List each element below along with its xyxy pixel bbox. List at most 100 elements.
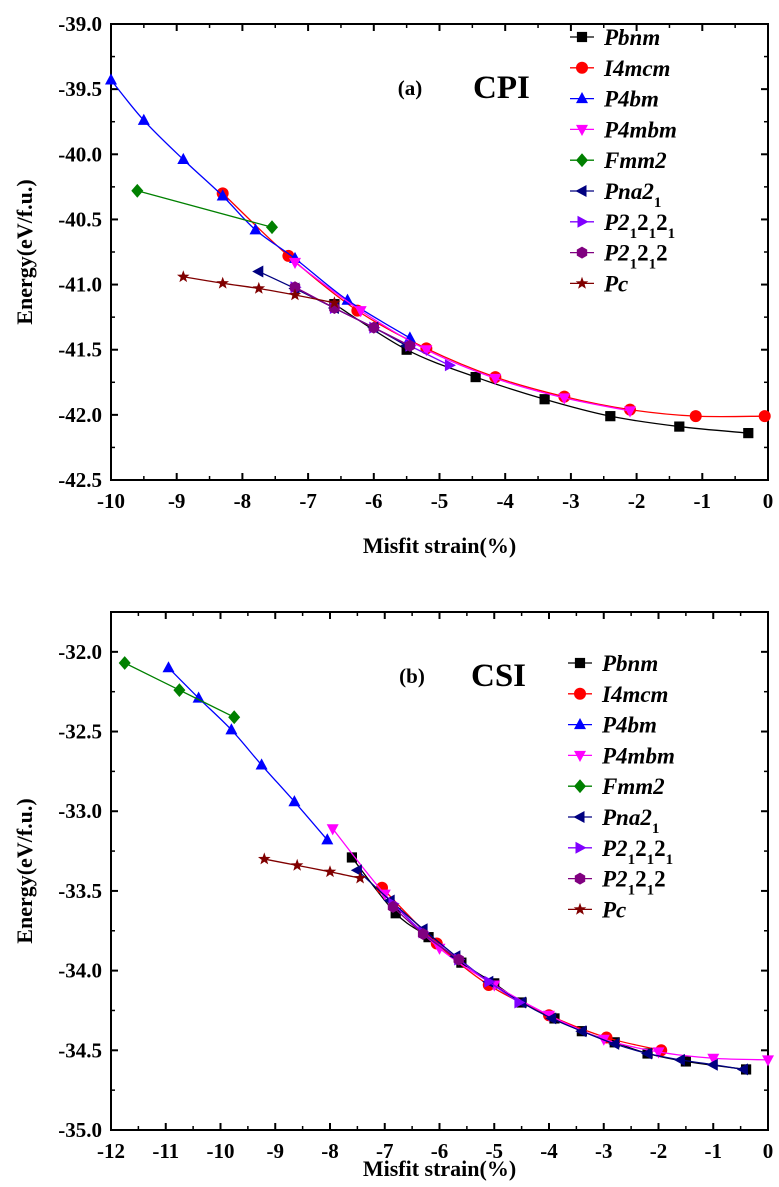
series-p4bm [105,73,416,343]
legend-entry: Pna21 [568,805,659,837]
legend-label: Fmm2 [601,774,665,799]
data-point [489,373,502,385]
data-point [258,852,271,865]
y-tick-label: -34.5 [58,1038,102,1062]
data-point [453,953,464,966]
x-tick-label: -2 [628,489,646,513]
data-point [353,871,367,884]
data-point [252,265,264,278]
legend-label-part: 2 [656,210,668,235]
legend-label-part: I4mcm [601,682,668,707]
legend-label: Pc [601,897,626,922]
legend-label-part: 1 [630,226,638,242]
data-point [605,411,616,422]
data-point [288,288,302,301]
data-point [346,852,357,863]
data-point [558,393,571,405]
legend-label-part: 1 [654,195,662,211]
data-point [543,1010,555,1022]
x-tick-label: -1 [705,1139,723,1163]
legend-label-part: P4bm [603,87,659,112]
x-tick-label: -8 [234,489,252,513]
legend-label-part: Pbnm [603,25,660,50]
data-point [225,723,238,735]
legend-label-part: 1 [649,226,657,242]
legend-label-part: Pc [601,897,626,922]
series-p21212 [289,281,416,352]
x-tick-label: -3 [595,1139,613,1163]
data-point [321,833,334,845]
legend-label-part: 1 [628,883,636,899]
series-line [334,303,749,434]
data-point [323,865,337,878]
legend-label-part: 2 [656,241,668,266]
y-tick-label: -42.5 [58,468,102,492]
series-line [294,286,411,347]
legend-entry: Pbnm [568,651,658,676]
data-point [390,908,401,919]
series-line [294,261,631,412]
data-point [470,371,481,383]
data-point [341,293,354,305]
y-tick-label: -35.0 [58,1118,102,1142]
series-pna21 [350,864,748,1076]
legend-label-part: 2 [637,241,649,266]
x-tick-label: -1 [694,489,712,513]
series-p4mbm [326,824,774,1067]
y-tick-label: -39.0 [58,12,102,36]
x-tick-label: -7 [299,489,317,513]
data-point [162,661,175,673]
data-point [289,281,301,294]
data-point [255,758,268,770]
legend-label: Fmm2 [603,148,667,173]
y-tick-label: -40.0 [58,142,102,166]
series-pc [177,270,341,309]
x-tick-label: -9 [168,489,186,513]
legend-marker [574,718,586,730]
legend-label-part: P4mbm [601,743,675,768]
data-point [404,339,416,352]
legend-entry: P212121 [568,836,673,868]
data-point [736,1063,748,1076]
legend-label-part: Fmm2 [603,148,667,173]
x-axis-title: Misfit strain(%) [363,1156,516,1181]
legend-label: P4bm [603,87,659,112]
data-point [131,183,144,198]
legend-label: Pc [603,271,628,296]
legend-entry: Pc [568,897,626,922]
legend-label: P21212 [601,867,666,899]
legend-label-part: 1 [652,821,660,837]
legend-label: Pbnm [601,651,658,676]
legend-label-part: Fmm2 [601,774,665,799]
data-point [539,394,550,405]
data-point [249,223,262,235]
data-point [484,975,496,988]
legend-label-part: P2 [601,867,628,892]
data-point [433,943,446,955]
legend-label-part: 1 [647,883,655,899]
legend-label: I4mcm [601,682,668,707]
chart-panel-a: -10 -9 -8 -7 -6 -5 -4 -3 -2 -1 0-39.0-39.5-40.0-40… [12,12,773,558]
legend-entry: P4mbm [568,743,675,768]
y-tick-label: -39.5 [58,77,102,101]
panel-label: (b) [399,664,425,688]
legend-label-part: 2 [637,210,649,235]
legend-entry: Fmm2 [568,774,665,799]
data-point [137,113,150,125]
data-point [105,73,117,85]
legend-label: P21212 [603,241,668,273]
y-tick-label: -32.0 [58,640,102,664]
panel-name: CPI [473,70,530,106]
legend-label-part: Pna2 [601,805,652,830]
x-tick-label: -8 [321,1139,339,1163]
x-tick-label: -12 [97,1139,125,1163]
x-tick-label: 0 [763,489,774,513]
data-point [192,691,205,703]
series-line [137,190,273,228]
x-tick-label: -10 [207,1139,235,1163]
x-tick-label: 0 [763,1139,774,1163]
legend-label: P212121 [601,836,673,868]
legend-entry: P4bm [568,713,657,738]
data-point [290,858,304,871]
series-i4mcm [216,187,771,423]
